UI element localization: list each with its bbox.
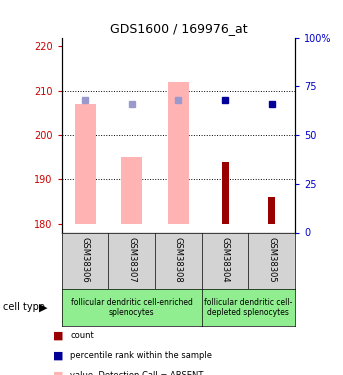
Text: follicular dendritic cell-
depleted splenocytes: follicular dendritic cell- depleted sple…	[204, 298, 293, 317]
Text: value, Detection Call = ABSENT: value, Detection Call = ABSENT	[70, 371, 204, 375]
Bar	[268, 197, 275, 223]
Title: GDS1600 / 169976_at: GDS1600 / 169976_at	[109, 22, 247, 35]
Text: ▶: ▶	[39, 303, 48, 312]
Text: cell type: cell type	[3, 303, 45, 312]
Text: GSM38304: GSM38304	[221, 237, 229, 283]
Text: GSM38306: GSM38306	[81, 237, 90, 283]
Bar	[168, 82, 189, 224]
Text: ■: ■	[53, 370, 64, 375]
Text: GSM38307: GSM38307	[127, 237, 136, 283]
Text: follicular dendritic cell-enriched
splenocytes: follicular dendritic cell-enriched splen…	[71, 298, 193, 317]
Text: ■: ■	[53, 351, 64, 360]
Text: GSM38305: GSM38305	[267, 237, 276, 283]
Bar	[121, 157, 142, 224]
Bar	[222, 162, 228, 224]
Text: count: count	[70, 331, 94, 340]
Bar	[74, 104, 96, 224]
Text: percentile rank within the sample: percentile rank within the sample	[70, 351, 212, 360]
Text: ■: ■	[53, 331, 64, 340]
Text: GSM38308: GSM38308	[174, 237, 183, 283]
